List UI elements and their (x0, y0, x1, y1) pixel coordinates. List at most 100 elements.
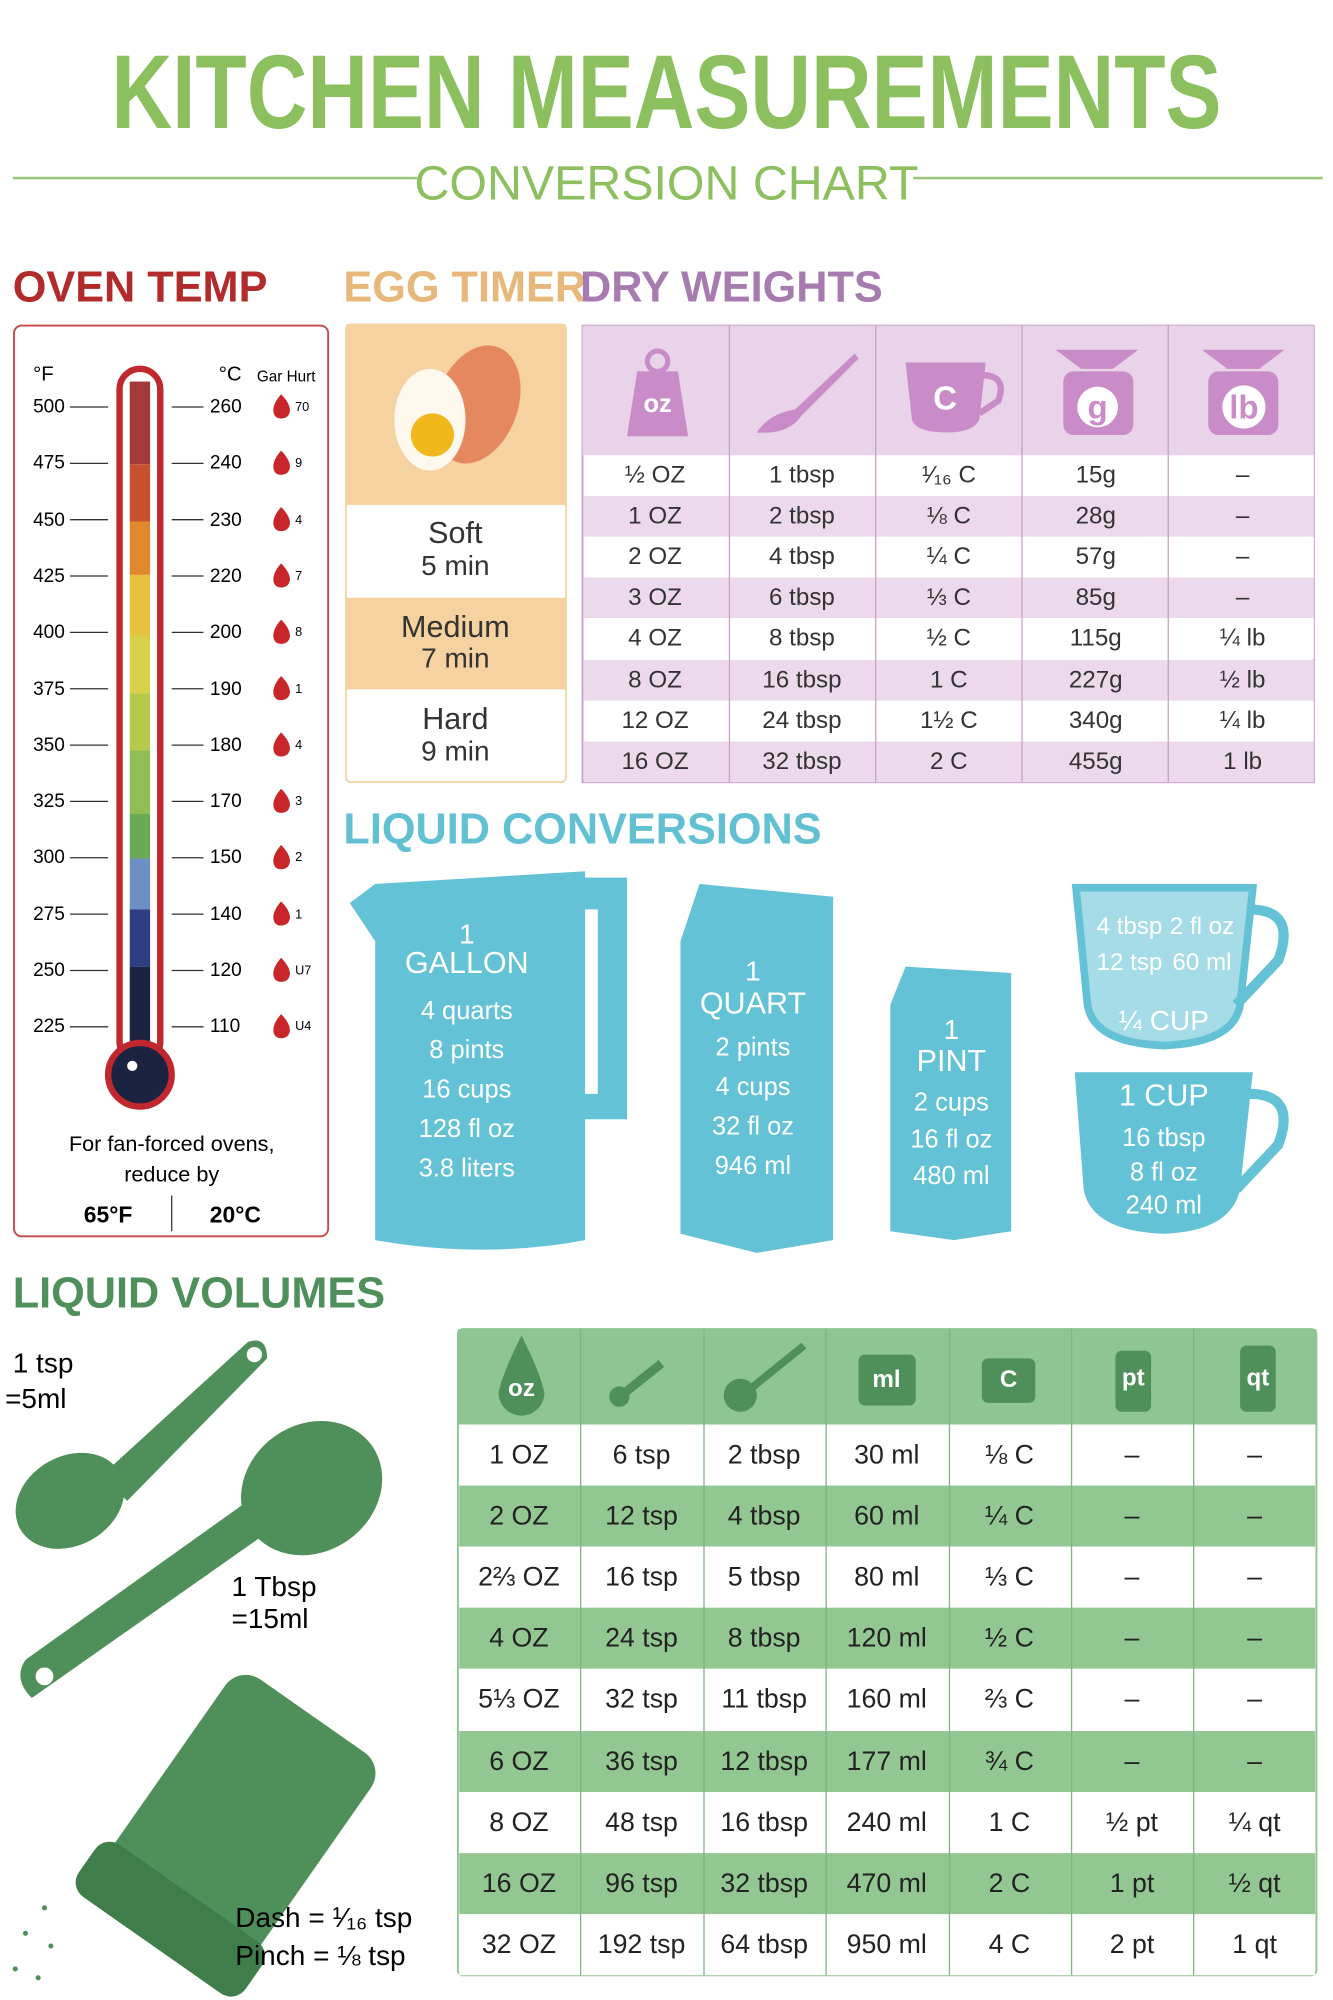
column-divider (1167, 325, 1169, 783)
title: KITCHEN MEASUREMENTS (111, 32, 1222, 151)
table-cell: 57g (1075, 543, 1116, 571)
table-cell: – (1235, 584, 1250, 612)
gas-mark: U7 (295, 964, 312, 979)
egg-label: Medium (401, 610, 510, 645)
unit: QUART (699, 986, 807, 1022)
table-cell: 4 tbsp (769, 543, 835, 571)
equivalent: 2 cups (913, 1088, 989, 1117)
table-cell: ½ qt (1228, 1868, 1281, 1898)
table-cell: 32 OZ (481, 1929, 557, 1960)
table-cell: 8 OZ (489, 1807, 549, 1837)
flame (273, 563, 290, 588)
table-cell: 1 lb (1223, 748, 1263, 775)
table-row (459, 1730, 1316, 1792)
flame (273, 845, 290, 870)
column-divider (1193, 1329, 1195, 1976)
note: =15ml (231, 1602, 309, 1635)
table-cell: 32 tbsp (762, 748, 842, 775)
flame (273, 619, 290, 644)
table-cell: ⅓ C (926, 584, 972, 612)
equivalent: 3.8 liters (418, 1154, 515, 1183)
fahrenheit: 325 (33, 790, 65, 813)
table-row (459, 1791, 1316, 1853)
note: Dash = ¹⁄₁₆ tsp (235, 1901, 413, 1934)
table-cell: 2⅔ OZ (478, 1562, 560, 1593)
table-cell: 2 tbsp (727, 1440, 801, 1470)
celsius: 180 (209, 734, 242, 756)
table-cell: 2 OZ (489, 1501, 549, 1531)
equivalent: 12 tsp (1096, 949, 1163, 977)
table-cell: – (1235, 503, 1250, 530)
table-cell: 192 tsp (597, 1929, 686, 1960)
table-cell: 6 OZ (489, 1746, 549, 1776)
note: 1 tsp (12, 1346, 74, 1379)
amount: 1 (943, 1013, 960, 1046)
table-cell: ¼ lb (1219, 707, 1266, 735)
fahrenheit: 500 (33, 396, 65, 418)
fahrenheit: 425 (33, 565, 65, 587)
equivalent: 128 fl oz (418, 1115, 515, 1144)
table-row (583, 536, 1314, 578)
cup-label: ¼ CUP (1118, 1004, 1209, 1037)
table-cell: 1 OZ (489, 1440, 549, 1470)
equivalent: 16 fl oz (910, 1125, 993, 1154)
icon-label: lb (1229, 387, 1259, 427)
celsius: 110 (209, 1015, 241, 1038)
table-cell: ¼ C (926, 543, 972, 571)
table-cell: – (1235, 543, 1250, 571)
flame (273, 788, 290, 813)
icon-label: oz (508, 1375, 535, 1403)
table-cell: 8 OZ (628, 666, 682, 694)
flame (273, 450, 290, 475)
equivalent: 8 pints (429, 1036, 505, 1065)
reduce-f: 65°F (83, 1201, 133, 1228)
gas-mark: 4 (295, 738, 303, 753)
gas-mark: 8 (295, 626, 303, 641)
reduce-c: 20°C (209, 1201, 261, 1228)
table-cell: 455g (1068, 748, 1123, 775)
cup-label: 1 CUP (1118, 1078, 1209, 1113)
egg-label: Soft (428, 516, 483, 551)
flame (273, 901, 290, 926)
section-heading: LIQUID CONVERSIONS (343, 805, 822, 854)
gas-mark: 1 (295, 682, 303, 697)
table-cell: – (1247, 1440, 1263, 1470)
table-cell: 28g (1075, 503, 1116, 530)
table-cell: ¾ C (984, 1746, 1034, 1776)
table-cell: 1 qt (1232, 1929, 1277, 1960)
gas-mark: 4 (295, 513, 303, 528)
fahrenheit: 225 (33, 1015, 65, 1038)
celsius: 120 (209, 959, 242, 982)
table-cell: 5 tbsp (727, 1562, 801, 1593)
table-cell: 4 tbsp (727, 1501, 801, 1531)
section-heading: DRY WEIGHTS (579, 263, 883, 312)
icon-label: C (933, 379, 957, 418)
table-cell: 3 OZ (628, 584, 682, 612)
table-cell: 1 pt (1109, 1868, 1155, 1898)
note: =5ml (5, 1382, 67, 1415)
fahrenheit: 375 (33, 677, 65, 700)
fahrenheit: 400 (33, 621, 65, 644)
column-label: Gar Hurt (256, 367, 316, 386)
table-row (583, 618, 1314, 660)
column-divider (1070, 1329, 1073, 1976)
column-divider (703, 1329, 705, 1976)
table-cell: 32 tbsp (720, 1868, 808, 1898)
fahrenheit: 300 (33, 846, 65, 869)
flame (273, 506, 290, 532)
column-divider (580, 1329, 582, 1976)
equivalent: 16 tbsp (1122, 1124, 1206, 1153)
egg-time: 9 min (421, 735, 490, 767)
celsius: 150 (209, 846, 242, 869)
table-row (459, 1852, 1316, 1914)
table-cell: 2 OZ (628, 543, 682, 571)
gas-mark: 9 (295, 456, 303, 471)
equivalent: 240 ml (1125, 1191, 1202, 1220)
table-cell: 11 tbsp (721, 1685, 807, 1715)
table-cell: – (1124, 1685, 1140, 1715)
table-row (459, 1424, 1316, 1486)
table-cell: 2 C (988, 1868, 1031, 1898)
icon-label: g (1087, 387, 1108, 427)
table-cell: 2 pt (1109, 1929, 1155, 1960)
egg-label: Hard (422, 702, 489, 737)
